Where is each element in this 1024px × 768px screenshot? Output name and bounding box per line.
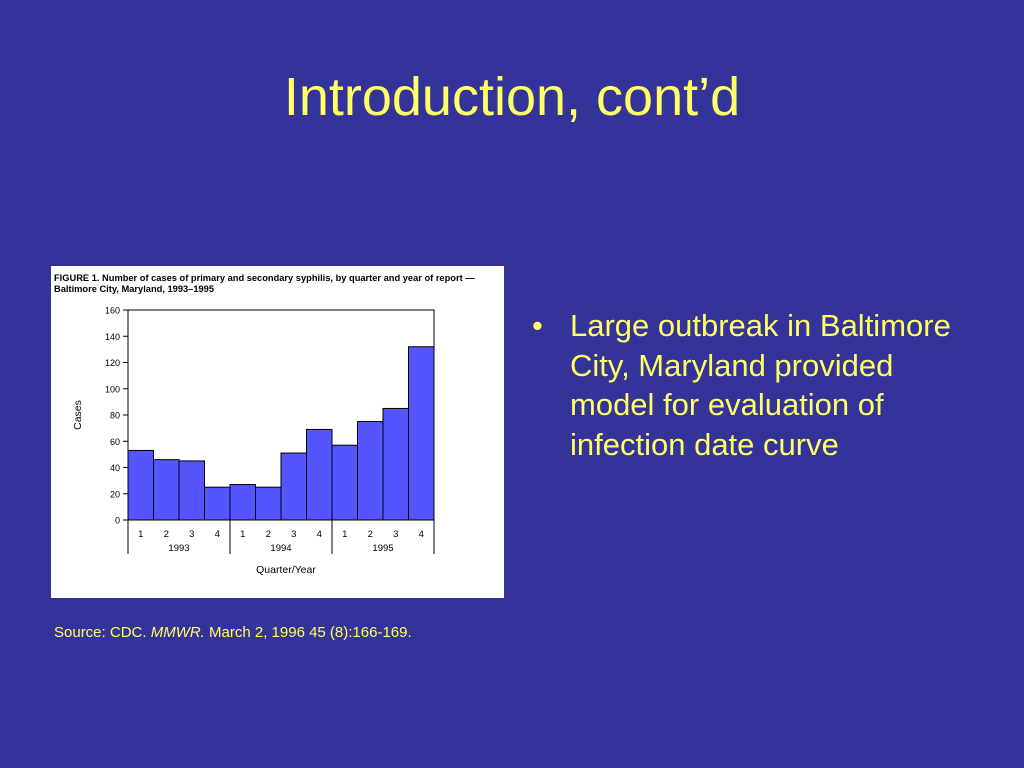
x-tick-label: 1 (138, 529, 143, 540)
source-prefix: Source: CDC. (54, 624, 151, 641)
figure-caption: FIGURE 1. Number of cases of primary and… (54, 273, 494, 295)
slide-title: Introduction, cont’d (283, 67, 741, 127)
x-tick-label: 3 (291, 529, 296, 540)
y-tick-label: 80 (110, 411, 120, 421)
x-tick-label: 1 (240, 529, 245, 540)
source-citation: March 2, 1996 45 (8):166-169. (204, 624, 412, 641)
x-axis-title: Quarter/Year (256, 564, 316, 576)
x-tick-label: 3 (189, 529, 194, 540)
bar (382, 407, 409, 521)
bar (331, 444, 358, 521)
y-tick-label: 100 (105, 384, 120, 394)
bar (204, 486, 231, 521)
bar (306, 428, 333, 521)
bar (229, 484, 256, 521)
y-tick-label: 20 (110, 489, 120, 499)
bar (408, 346, 435, 521)
y-tick-label: 140 (105, 332, 120, 342)
x-tick-label: 2 (164, 529, 169, 540)
source-journal: MMWR. (150, 624, 205, 641)
figure-panel: FIGURE 1. Number of cases of primary and… (51, 266, 504, 598)
syphilis-bar-chart: 0 20 40 60 80 100 120 140 160 Cases 1 2 3 4 1993 1 2 3 4 19… (72, 306, 435, 576)
x-group-label: 1994 (270, 543, 291, 554)
y-tick-label: 40 (110, 463, 120, 473)
figure-caption-lead: FIGURE 1. (54, 273, 100, 283)
x-tick-label: 4 (317, 529, 322, 540)
bar (280, 452, 307, 521)
x-tick-label: 2 (266, 529, 271, 540)
bar (153, 459, 180, 521)
x-tick-label: 1 (342, 529, 347, 540)
y-tick-label: 160 (105, 306, 120, 316)
bar (255, 486, 282, 521)
bullet-item: • Large outbreak in Baltimore City, Mary… (530, 306, 1000, 464)
bar (357, 421, 384, 521)
x-tick-label: 4 (419, 529, 424, 540)
bar (127, 449, 154, 521)
x-group-label: 1993 (168, 543, 189, 554)
y-tick-label: 60 (110, 437, 120, 447)
bullet-text: Large outbreak in Baltimore City, Maryla… (570, 308, 951, 462)
y-tick-label: 120 (105, 358, 120, 368)
y-tick-label: 0 (115, 516, 120, 526)
x-tick-label: 4 (215, 529, 220, 540)
figure-caption-text: Number of cases of primary and secondary… (54, 273, 475, 294)
source-note: Source: CDC. MMWR. March 2, 1996 45 (8):… (54, 624, 412, 641)
x-tick-label: 2 (368, 529, 373, 540)
bullet-dot-icon: • (532, 308, 543, 343)
bullet-list: • Large outbreak in Baltimore City, Mary… (530, 306, 1000, 464)
y-axis-title: Cases (72, 400, 84, 430)
x-tick-label: 3 (393, 529, 398, 540)
bar (178, 460, 205, 521)
x-group-label: 1995 (372, 543, 393, 554)
